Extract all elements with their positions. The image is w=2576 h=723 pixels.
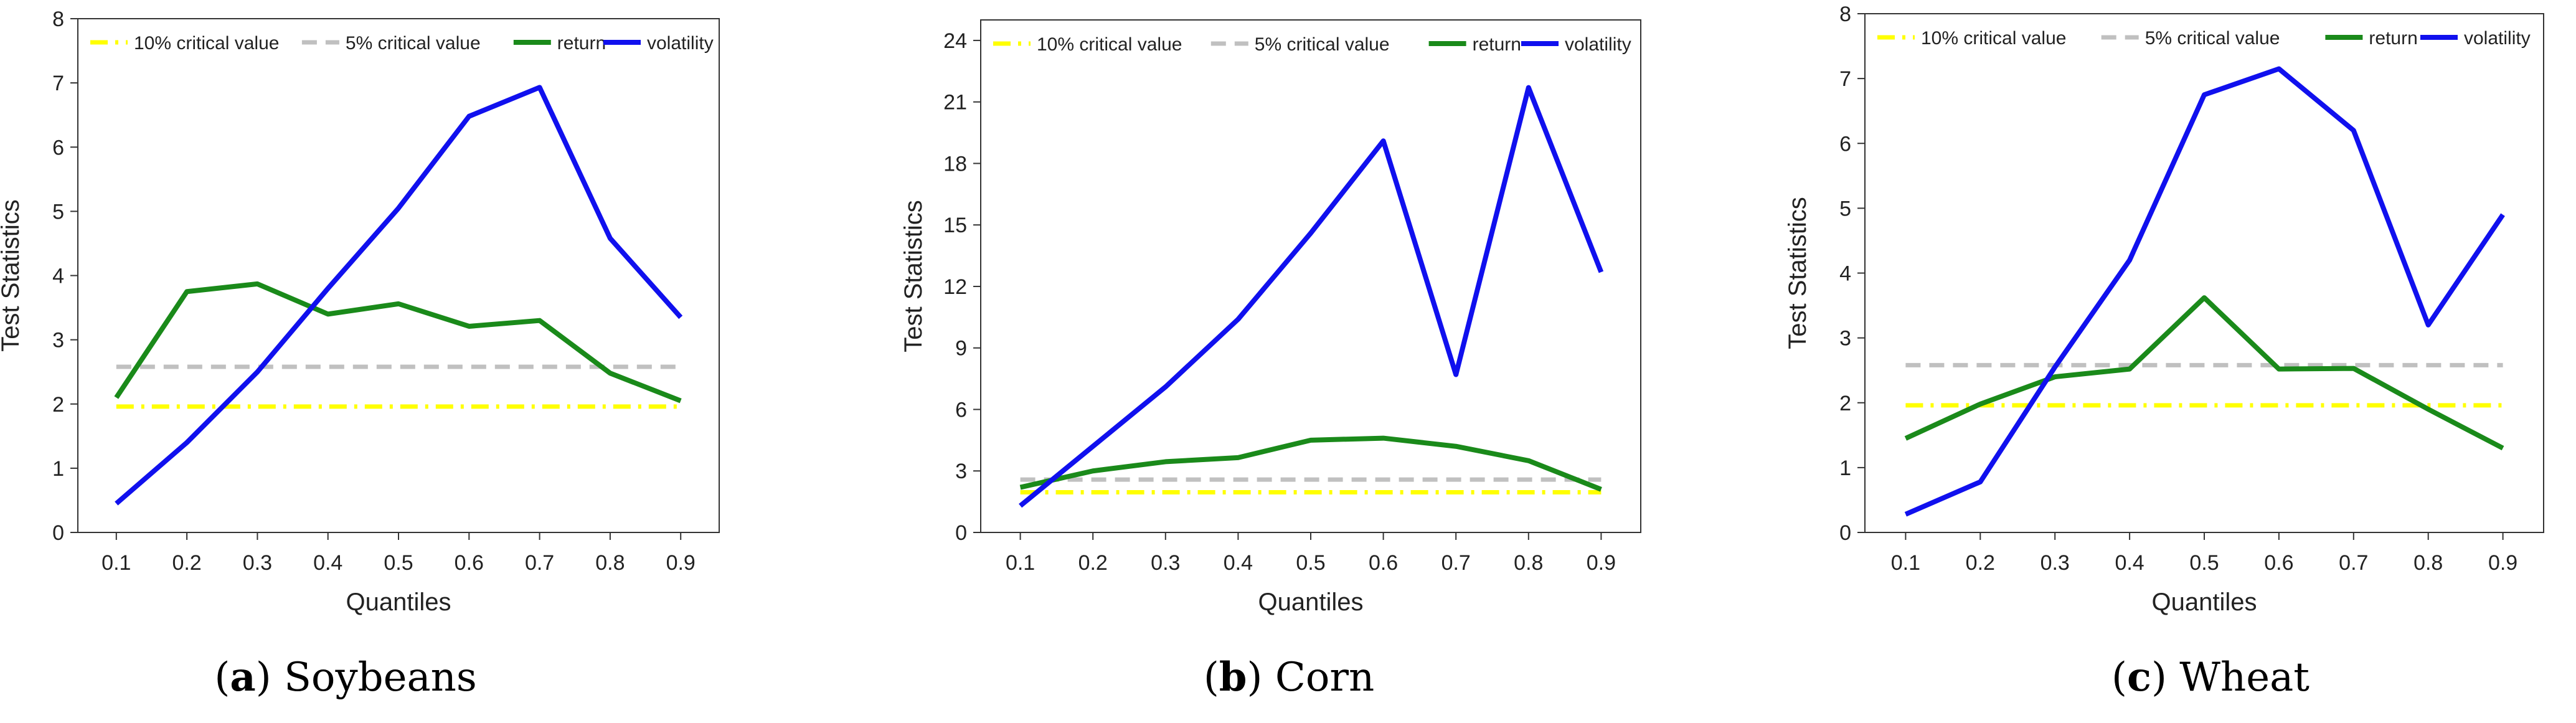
- legend-label: 5% critical value: [346, 33, 481, 54]
- series-line-return: [1904, 295, 2504, 451]
- y-tick-label: 0: [1839, 521, 1851, 545]
- y-tick-label: 9: [955, 337, 967, 361]
- x-tick-label: 0.5: [2189, 551, 2219, 575]
- chart-panel-c: 0 1 2 3 4 5 6 7 8 0.1 0.2 0.3 0.4 0.5 0.6 0.7 0.8 0.9 Quan…: [1784, 2, 2544, 616]
- caption-letter: a: [230, 654, 256, 701]
- y-tick-label: 6: [1839, 132, 1851, 156]
- x-tick-label: 0.4: [1224, 551, 1253, 575]
- x-tick-label: 0.1: [1891, 551, 1920, 575]
- caption-letter: b: [1219, 654, 1247, 701]
- y-tick-label: 2: [1839, 392, 1851, 415]
- y-tick-label: 4: [52, 265, 64, 288]
- x-tick-label: 0.3: [1151, 551, 1180, 575]
- y-tick-label: 6: [52, 136, 64, 159]
- y-tick-label: 5: [52, 200, 64, 224]
- y-tick-label: 0: [955, 521, 967, 545]
- series-line-volatility: [1904, 66, 2505, 517]
- legend-label: 5% critical value: [2145, 28, 2280, 49]
- x-tick-label: 0.1: [1006, 551, 1035, 575]
- y-tick-label: 2: [52, 393, 64, 417]
- legend-label: volatility: [647, 33, 714, 54]
- y-tick-label: 0: [52, 521, 64, 545]
- caption-letter: c: [2126, 654, 2151, 701]
- chart-panel-b: 0 3 6 9 12 15 18 21 24 0.1 0.2 0.3 0.4 0.5 0.6 0.7 0.8 0.…: [900, 19, 1641, 616]
- legend-label: return: [1473, 34, 1521, 55]
- series-line-return: [1019, 435, 1602, 492]
- x-tick-label: 0.6: [2264, 551, 2293, 575]
- y-tick-label: 5: [1839, 197, 1851, 220]
- legend-label: volatility: [2464, 28, 2531, 49]
- x-tick-label: 0.7: [525, 551, 554, 575]
- series-line-return: [114, 281, 682, 404]
- legend-label: volatility: [1565, 34, 1631, 55]
- series-line-volatility: [1019, 85, 1604, 508]
- x-axis-label: Quantiles: [346, 588, 451, 616]
- legend-label: return: [2369, 28, 2417, 49]
- y-tick-label: 8: [52, 7, 64, 31]
- x-tick-label: 0.1: [101, 551, 131, 575]
- y-tick-label: 8: [1839, 2, 1851, 26]
- caption-a: (a) Soybeans: [214, 654, 477, 701]
- y-tick-label: 1: [52, 457, 64, 481]
- y-axis-label: Test Statistics: [1784, 197, 1811, 349]
- legend-label: 10% critical value: [1037, 34, 1182, 55]
- x-tick-label: 0.5: [384, 551, 413, 575]
- x-tick-label: 0.4: [2115, 551, 2144, 575]
- caption-b: (b) Corn: [1203, 654, 1375, 701]
- y-tick-label: 21: [943, 91, 967, 115]
- y-axis-label: Test Statistics: [900, 200, 927, 352]
- x-tick-label: 0.9: [2488, 551, 2517, 575]
- y-tick-label: 3: [1839, 327, 1851, 351]
- legend-label: 10% critical value: [134, 33, 279, 54]
- caption-text: Corn: [1262, 654, 1375, 701]
- x-tick-label: 0.8: [595, 551, 625, 575]
- legend-label: 10% critical value: [1921, 28, 2066, 49]
- x-tick-label: 0.4: [313, 551, 342, 575]
- x-tick-label: 0.6: [455, 551, 484, 575]
- series-line-volatility: [115, 85, 683, 506]
- y-tick-label: 15: [943, 214, 967, 237]
- x-tick-label: 0.5: [1296, 551, 1325, 575]
- x-tick-label: 0.9: [1587, 551, 1616, 575]
- chart-panel-a: 0 1 2 3 4 5 6 7 8 0.1 0.2 0.3 0.4 0.5 0.6 0.7 0.8 0.9 Quan…: [0, 7, 720, 616]
- x-tick-label: 0.7: [2339, 551, 2368, 575]
- caption-c: (c) Wheat: [2111, 654, 2309, 701]
- y-tick-label: 12: [943, 275, 967, 299]
- x-tick-label: 0.8: [2413, 551, 2443, 575]
- caption-text: Soybeans: [271, 654, 477, 701]
- y-tick-label: 3: [955, 460, 967, 483]
- x-axis-label: Quantiles: [2152, 588, 2257, 616]
- x-tick-label: 0.2: [172, 551, 201, 575]
- x-tick-label: 0.9: [666, 551, 696, 575]
- x-tick-label: 0.6: [1369, 551, 1398, 575]
- legend-label: 5% critical value: [1255, 34, 1390, 55]
- y-tick-label: 4: [1839, 262, 1851, 286]
- legend-label: return: [557, 33, 606, 54]
- x-tick-label: 0.3: [2041, 551, 2070, 575]
- x-axis-label: Quantiles: [1258, 588, 1364, 616]
- x-tick-label: 0.2: [1078, 551, 1108, 575]
- y-tick-label: 3: [52, 329, 64, 352]
- y-tick-label: 6: [955, 398, 967, 422]
- x-tick-label: 0.8: [1514, 551, 1543, 575]
- y-tick-label: 7: [1839, 67, 1851, 91]
- y-axis-label: Test Statistics: [0, 199, 24, 352]
- x-tick-label: 0.7: [1441, 551, 1471, 575]
- x-tick-label: 0.3: [243, 551, 272, 575]
- y-tick-label: 1: [1839, 456, 1851, 480]
- y-tick-label: 7: [52, 72, 64, 95]
- caption-text: Wheat: [2166, 654, 2309, 701]
- y-tick-label: 24: [943, 29, 967, 53]
- y-tick-label: 18: [943, 152, 967, 176]
- x-tick-label: 0.2: [1966, 551, 1995, 575]
- plot-frame: [1864, 13, 2544, 533]
